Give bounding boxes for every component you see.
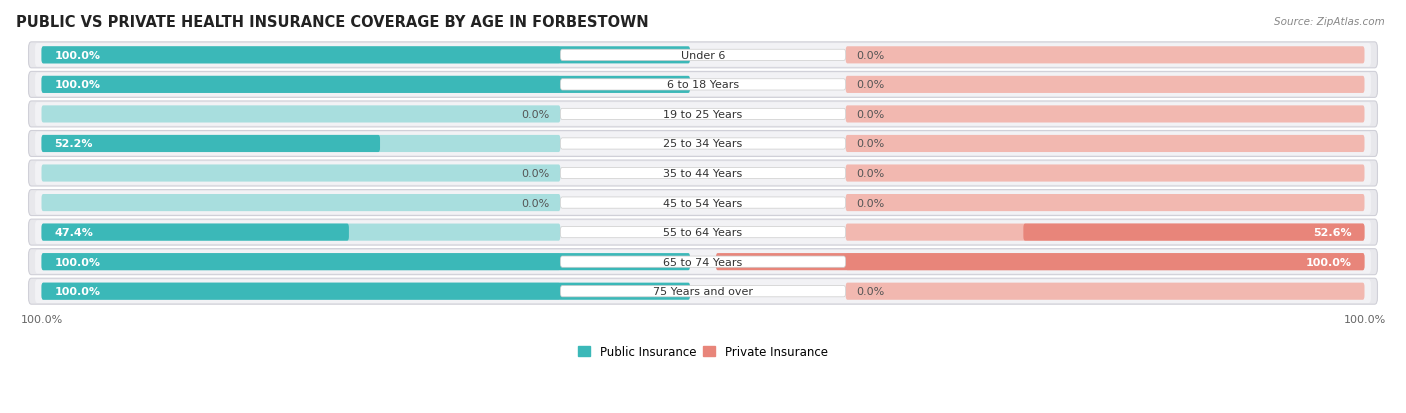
FancyBboxPatch shape <box>42 195 561 211</box>
FancyBboxPatch shape <box>35 132 1371 156</box>
Legend: Public Insurance, Private Insurance: Public Insurance, Private Insurance <box>574 341 832 363</box>
FancyBboxPatch shape <box>561 80 845 91</box>
FancyBboxPatch shape <box>561 50 845 61</box>
FancyBboxPatch shape <box>42 106 561 123</box>
FancyBboxPatch shape <box>35 280 1371 303</box>
FancyBboxPatch shape <box>35 103 1371 126</box>
FancyBboxPatch shape <box>28 161 1378 187</box>
FancyBboxPatch shape <box>42 77 690 94</box>
FancyBboxPatch shape <box>35 162 1371 185</box>
FancyBboxPatch shape <box>28 278 1378 304</box>
FancyBboxPatch shape <box>561 286 845 297</box>
FancyBboxPatch shape <box>845 283 1364 300</box>
FancyBboxPatch shape <box>561 168 845 179</box>
FancyBboxPatch shape <box>42 77 561 94</box>
Text: 75 Years and over: 75 Years and over <box>652 287 754 297</box>
FancyBboxPatch shape <box>35 191 1371 215</box>
FancyBboxPatch shape <box>28 190 1378 216</box>
Text: 0.0%: 0.0% <box>856 110 884 120</box>
FancyBboxPatch shape <box>845 195 1364 211</box>
Text: 100.0%: 100.0% <box>55 80 100 90</box>
FancyBboxPatch shape <box>42 283 561 300</box>
Text: Source: ZipAtlas.com: Source: ZipAtlas.com <box>1274 17 1385 26</box>
Text: 52.2%: 52.2% <box>55 139 93 149</box>
Text: 0.0%: 0.0% <box>856 287 884 297</box>
FancyBboxPatch shape <box>845 77 1364 94</box>
FancyBboxPatch shape <box>845 47 1364 64</box>
Text: Under 6: Under 6 <box>681 51 725 61</box>
FancyBboxPatch shape <box>1024 224 1364 241</box>
Text: 19 to 25 Years: 19 to 25 Years <box>664 110 742 120</box>
FancyBboxPatch shape <box>42 135 561 153</box>
FancyBboxPatch shape <box>42 47 561 64</box>
Text: 65 to 74 Years: 65 to 74 Years <box>664 257 742 267</box>
FancyBboxPatch shape <box>35 74 1371 97</box>
FancyBboxPatch shape <box>42 224 561 241</box>
Text: 100.0%: 100.0% <box>55 257 100 267</box>
FancyBboxPatch shape <box>561 138 845 150</box>
FancyBboxPatch shape <box>28 220 1378 245</box>
FancyBboxPatch shape <box>28 249 1378 275</box>
FancyBboxPatch shape <box>561 227 845 238</box>
FancyBboxPatch shape <box>845 106 1364 123</box>
FancyBboxPatch shape <box>561 197 845 209</box>
Text: 0.0%: 0.0% <box>856 139 884 149</box>
FancyBboxPatch shape <box>42 254 690 271</box>
Text: 0.0%: 0.0% <box>856 169 884 178</box>
Text: 0.0%: 0.0% <box>856 80 884 90</box>
FancyBboxPatch shape <box>28 72 1378 98</box>
Text: 100.0%: 100.0% <box>55 51 100 61</box>
FancyBboxPatch shape <box>561 256 845 268</box>
FancyBboxPatch shape <box>28 102 1378 128</box>
Text: 0.0%: 0.0% <box>522 169 550 178</box>
FancyBboxPatch shape <box>42 224 349 241</box>
Text: 35 to 44 Years: 35 to 44 Years <box>664 169 742 178</box>
FancyBboxPatch shape <box>35 250 1371 274</box>
Text: PUBLIC VS PRIVATE HEALTH INSURANCE COVERAGE BY AGE IN FORBESTOWN: PUBLIC VS PRIVATE HEALTH INSURANCE COVER… <box>15 15 648 30</box>
FancyBboxPatch shape <box>561 109 845 120</box>
FancyBboxPatch shape <box>42 165 561 182</box>
Text: 25 to 34 Years: 25 to 34 Years <box>664 139 742 149</box>
FancyBboxPatch shape <box>42 135 380 153</box>
FancyBboxPatch shape <box>42 47 690 64</box>
Text: 0.0%: 0.0% <box>856 198 884 208</box>
Text: 52.6%: 52.6% <box>1313 228 1351 237</box>
FancyBboxPatch shape <box>42 254 561 271</box>
FancyBboxPatch shape <box>35 221 1371 244</box>
Text: 45 to 54 Years: 45 to 54 Years <box>664 198 742 208</box>
FancyBboxPatch shape <box>35 44 1371 67</box>
FancyBboxPatch shape <box>845 165 1364 182</box>
Text: 55 to 64 Years: 55 to 64 Years <box>664 228 742 237</box>
Text: 100.0%: 100.0% <box>1306 257 1351 267</box>
FancyBboxPatch shape <box>845 254 1364 271</box>
FancyBboxPatch shape <box>845 224 1364 241</box>
FancyBboxPatch shape <box>716 254 1364 271</box>
Text: 6 to 18 Years: 6 to 18 Years <box>666 80 740 90</box>
FancyBboxPatch shape <box>28 131 1378 157</box>
Text: 0.0%: 0.0% <box>522 110 550 120</box>
FancyBboxPatch shape <box>42 283 690 300</box>
Text: 47.4%: 47.4% <box>55 228 93 237</box>
Text: 100.0%: 100.0% <box>55 287 100 297</box>
Text: 0.0%: 0.0% <box>522 198 550 208</box>
Text: 0.0%: 0.0% <box>856 51 884 61</box>
FancyBboxPatch shape <box>845 135 1364 153</box>
FancyBboxPatch shape <box>28 43 1378 69</box>
